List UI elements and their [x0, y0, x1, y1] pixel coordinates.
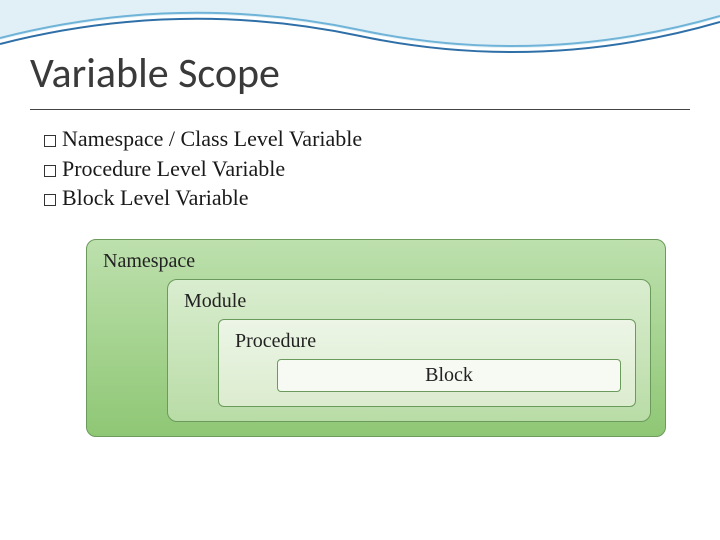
bullet-text: Procedure Level Variable	[62, 156, 285, 181]
module-box: Module Procedure Block	[167, 279, 651, 422]
procedure-box: Procedure Block	[218, 319, 636, 407]
title-underline	[30, 109, 690, 110]
namespace-box: Namespace Module Procedure Block	[86, 239, 666, 437]
block-box: Block	[277, 359, 621, 392]
bullet-item: Block Level Variable	[44, 183, 690, 213]
block-label: Block	[425, 364, 473, 386]
scope-diagram: Namespace Module Procedure Block	[86, 239, 666, 437]
namespace-label: Namespace	[101, 248, 651, 279]
module-label: Module	[182, 288, 636, 319]
bullet-item: Procedure Level Variable	[44, 154, 690, 184]
bullet-list: Namespace / Class Level Variable Procedu…	[44, 124, 690, 213]
square-bullet-icon	[44, 194, 56, 206]
bullet-item: Namespace / Class Level Variable	[44, 124, 690, 154]
square-bullet-icon	[44, 165, 56, 177]
bullet-text: Block Level Variable	[62, 185, 249, 210]
procedure-label: Procedure	[233, 328, 621, 359]
square-bullet-icon	[44, 135, 56, 147]
bullet-text: Namespace / Class Level Variable	[62, 126, 362, 151]
slide-title: Variable Scope	[30, 48, 690, 99]
slide-content: Variable Scope Namespace / Class Level V…	[0, 0, 720, 457]
